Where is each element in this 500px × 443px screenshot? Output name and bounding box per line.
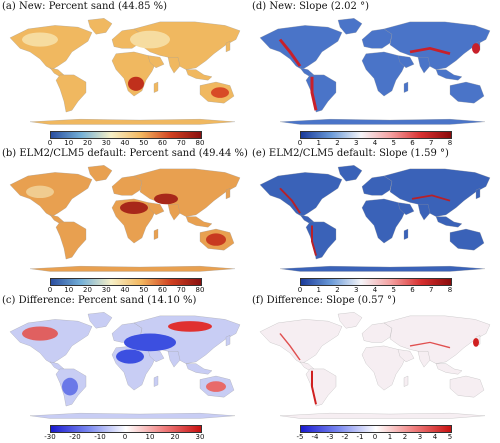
- tick-label: 0: [297, 139, 303, 147]
- tick-label: 4: [372, 286, 378, 294]
- tick-label: 5: [391, 139, 396, 147]
- colorbar-slope-difference: [300, 425, 452, 433]
- panel-title: (f) Difference: Slope (0.57 °): [252, 295, 396, 306]
- tick-label: 2: [402, 433, 408, 441]
- tick-label: 4: [432, 433, 438, 441]
- panel-c-diff-sand: (c) Difference: Percent sand (14.10 %) -…: [0, 294, 250, 441]
- tick-label: 0: [372, 433, 378, 441]
- tick-label: 50: [139, 139, 149, 147]
- tick-label: 80: [195, 139, 205, 147]
- tick-label: 1: [316, 286, 321, 294]
- tick-label: 1: [316, 139, 321, 147]
- colorbar-slope: [300, 131, 452, 139]
- tick-label: 6: [410, 286, 415, 294]
- tick-label: 8: [447, 286, 453, 294]
- tick-label: -1: [356, 433, 364, 441]
- tick-label: 2: [335, 286, 340, 294]
- tick-label: -20: [69, 433, 81, 441]
- tick-label: 5: [391, 286, 396, 294]
- panel-title: (e) ELM2/CLM5 default: Slope (1.59 °): [252, 148, 449, 159]
- tick-label: -5: [296, 433, 304, 441]
- colorbar-sand-difference: [50, 425, 202, 433]
- tick-label: 3: [354, 139, 359, 147]
- tick-label: -2: [341, 433, 349, 441]
- tick-label: 2: [335, 139, 340, 147]
- tick-label: 80: [195, 286, 205, 294]
- tick-label: 0: [122, 433, 128, 441]
- panel-d-new-slope: (d) New: Slope (2.02 °) 0 1 2 3 4 5 6 7 …: [250, 0, 500, 147]
- map-diff-slope: [259, 311, 491, 419]
- tick-label: 0: [47, 286, 53, 294]
- colorbar-sand: [50, 278, 202, 286]
- panel-title: (b) ELM2/CLM5 default: Percent sand (49.…: [2, 148, 248, 159]
- map-new-sand: [9, 17, 241, 125]
- tick-label: -4: [311, 433, 319, 441]
- tick-label: 70: [176, 139, 186, 147]
- map-default-sand: [9, 164, 241, 272]
- colorbar-ticks: 0 1 2 3 4 5 6 7 8: [297, 286, 453, 296]
- panel-e-default-slope: (e) ELM2/CLM5 default: Slope (1.59 °) 0 …: [250, 147, 500, 294]
- colorbar-slope: [300, 278, 452, 286]
- tick-label: 10: [64, 139, 74, 147]
- tick-label: 7: [429, 286, 434, 294]
- tick-label: 20: [83, 139, 92, 147]
- map-diff-sand: [9, 311, 241, 419]
- tick-label: 1: [387, 433, 393, 441]
- panel-b-default-sand: (b) ELM2/CLM5 default: Percent sand (49.…: [0, 147, 250, 294]
- tick-label: -10: [94, 433, 106, 441]
- tick-label: 5: [447, 433, 453, 441]
- colorbar-ticks: 0 10 20 30 40 50 60 70 80: [47, 139, 205, 149]
- panel-title: (d) New: Slope (2.02 °): [252, 1, 369, 12]
- tick-label: -30: [44, 433, 56, 441]
- tick-label: 7: [429, 139, 434, 147]
- colorbar-ticks: -30 -20 -10 0 10 20 30: [44, 433, 204, 443]
- tick-label: 6: [410, 139, 415, 147]
- tick-label: 0: [47, 139, 53, 147]
- panel-title: (c) Difference: Percent sand (14.10 %): [2, 295, 197, 306]
- tick-label: 30: [101, 139, 111, 147]
- tick-label: 40: [120, 286, 130, 294]
- tick-label: 50: [139, 286, 149, 294]
- tick-label: 60: [158, 286, 167, 294]
- tick-label: 30: [195, 433, 205, 441]
- tick-label: 70: [176, 286, 186, 294]
- tick-label: 3: [417, 433, 423, 441]
- map-default-slope: [259, 164, 491, 272]
- map-new-slope: [259, 17, 491, 125]
- tick-label: 60: [158, 139, 167, 147]
- panel-a-new-sand: (a) New: Percent sand (44.85 %) 0 10 20 …: [0, 0, 250, 147]
- tick-label: 4: [372, 139, 378, 147]
- tick-label: 10: [145, 433, 155, 441]
- tick-label: 20: [170, 433, 180, 441]
- tick-label: 10: [64, 286, 74, 294]
- colorbar-ticks: 0 10 20 30 40 50 60 70 80: [47, 286, 205, 296]
- tick-label: 30: [101, 286, 111, 294]
- tick-label: 20: [83, 286, 92, 294]
- colorbar-ticks: 0 1 2 3 4 5 6 7 8: [297, 139, 453, 149]
- tick-label: 3: [354, 286, 359, 294]
- colorbar-sand: [50, 131, 202, 139]
- colorbar-ticks: -5 -4 -3 -2 -1 0 1 2 3 4 5: [296, 433, 453, 443]
- tick-label: 40: [120, 139, 130, 147]
- tick-label: -3: [326, 433, 334, 441]
- panel-f-diff-slope: (f) Difference: Slope (0.57 °) -5 -4 -3 …: [250, 294, 500, 441]
- tick-label: 8: [447, 139, 453, 147]
- panel-title: (a) New: Percent sand (44.85 %): [2, 1, 168, 12]
- tick-label: 0: [297, 286, 303, 294]
